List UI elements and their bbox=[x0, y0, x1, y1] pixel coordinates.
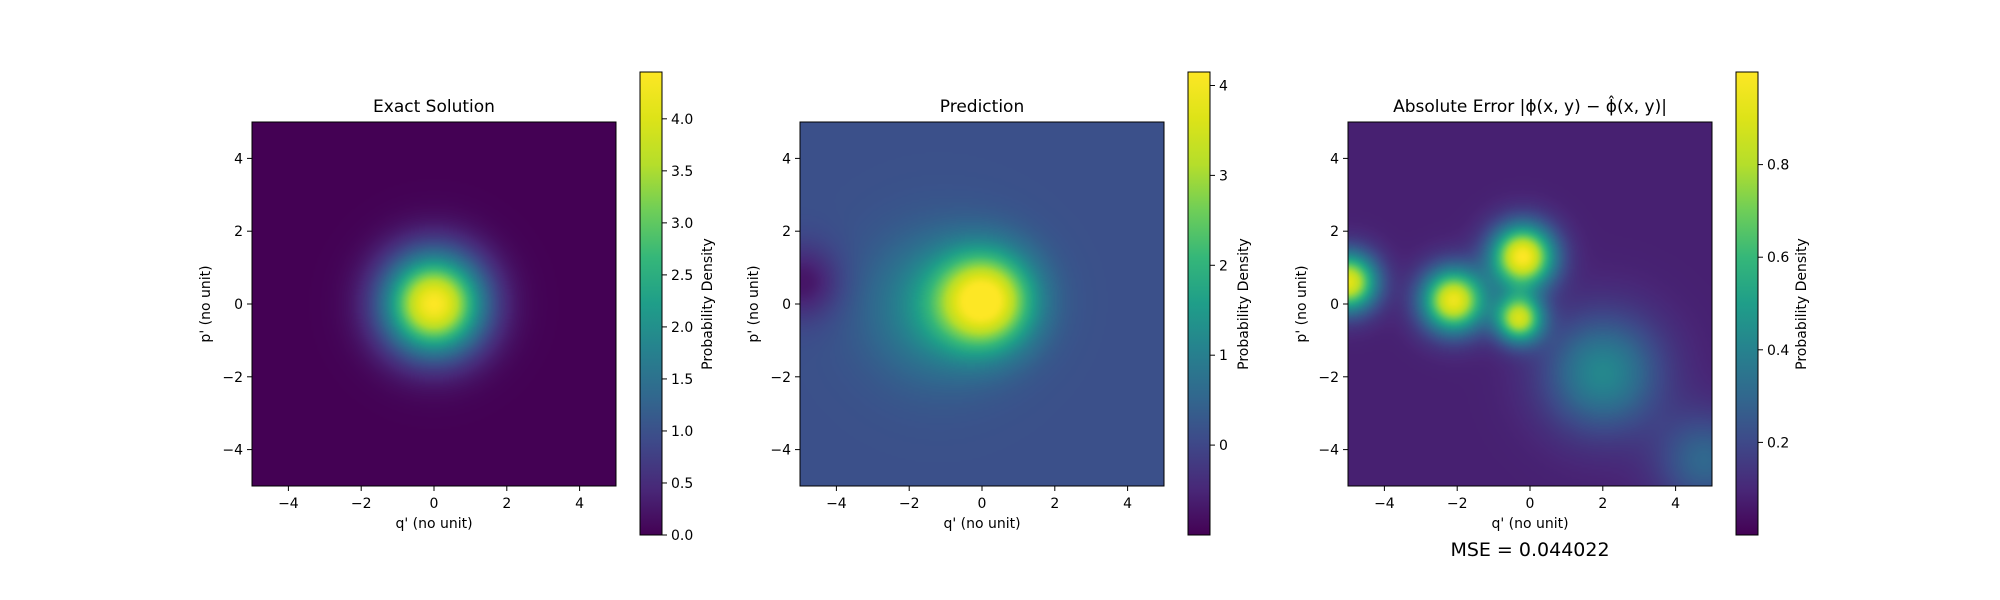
colorbar-tick-label: 0.4 bbox=[1767, 343, 1789, 359]
y-tick-label: 0 bbox=[1330, 297, 1339, 313]
y-tick-label: 0 bbox=[234, 297, 243, 313]
colorbar-tick-label: 3.0 bbox=[671, 216, 693, 232]
heatmap-canvas bbox=[800, 122, 1164, 486]
colorbar-tick-label: 0.0 bbox=[671, 528, 693, 544]
colorbar-tick-label: 1 bbox=[1219, 348, 1228, 364]
colorbar-tick-label: 0 bbox=[1219, 438, 1228, 454]
y-tick-label: 2 bbox=[1330, 224, 1339, 240]
panel-title: Exact Solution bbox=[373, 97, 495, 117]
x-tick-label: −2 bbox=[351, 496, 372, 512]
x-tick-label: −2 bbox=[1447, 496, 1468, 512]
heatmap-canvas bbox=[1348, 122, 1712, 486]
x-tick-label: 2 bbox=[1598, 496, 1607, 512]
x-tick-label: 4 bbox=[1671, 496, 1680, 512]
colorbar-tick-label: 1.0 bbox=[671, 424, 693, 440]
panel-exact-solution: Exact Solution −4 −2 0 2 4 −4 −2 0 2 4 q' (no uni… bbox=[198, 71, 716, 544]
y-tick-label: 4 bbox=[1330, 151, 1339, 167]
colorbar-tick-label: 2.5 bbox=[671, 268, 693, 284]
colorbar-tick-label: 0.6 bbox=[1767, 250, 1789, 266]
colorbar-tick-label: 4 bbox=[1219, 78, 1228, 94]
x-axis-label: q' (no unit) bbox=[395, 516, 472, 532]
axes: −4 −2 0 2 4 −4 −2 0 2 4 bbox=[222, 151, 584, 512]
x-tick-label: 2 bbox=[502, 496, 511, 512]
x-tick-label: 0 bbox=[978, 496, 987, 512]
colorbar-label: Probability Density bbox=[1236, 238, 1252, 370]
panel-title: Prediction bbox=[940, 97, 1024, 117]
y-tick-label: −4 bbox=[770, 443, 791, 459]
y-tick-label: 4 bbox=[234, 151, 243, 167]
colorbar bbox=[1735, 71, 1759, 536]
y-axis-label: p' (no unit) bbox=[1294, 265, 1310, 342]
y-tick-label: −2 bbox=[222, 370, 243, 386]
x-tick-label: −4 bbox=[826, 496, 847, 512]
y-tick-label: −2 bbox=[1318, 370, 1339, 386]
y-tick-label: 4 bbox=[782, 151, 791, 167]
y-tick-label: −4 bbox=[222, 443, 243, 459]
x-tick-label: 0 bbox=[1526, 496, 1535, 512]
x-tick-label: 0 bbox=[430, 496, 439, 512]
colorbar-tick-label: 3 bbox=[1219, 168, 1228, 184]
x-tick-label: −4 bbox=[278, 496, 299, 512]
axes: −4 −2 0 2 4 −4 −2 0 2 4 bbox=[1318, 151, 1680, 512]
x-tick-label: 2 bbox=[1050, 496, 1059, 512]
colorbar-ticks: 0 1 2 3 4 bbox=[1210, 78, 1228, 454]
y-axis-label: p' (no unit) bbox=[198, 265, 214, 342]
panel-title: Absolute Error |ϕ(x, y) − ϕ̂(x, y)| bbox=[1393, 94, 1667, 117]
x-tick-label: −4 bbox=[1374, 496, 1395, 512]
colorbar-ticks: 0.2 0.4 0.6 0.8 bbox=[1758, 158, 1789, 451]
y-tick-label: 2 bbox=[234, 224, 243, 240]
x-axis-label: q' (no unit) bbox=[1491, 516, 1568, 532]
colorbar-tick-label: 0.5 bbox=[671, 476, 693, 492]
axes: −4 −2 0 2 4 −4 −2 0 2 4 bbox=[770, 151, 1132, 512]
colorbar bbox=[639, 71, 663, 536]
x-tick-label: −2 bbox=[899, 496, 920, 512]
colorbar-label: Probability Density bbox=[700, 238, 716, 370]
colorbar-tick-label: 1.5 bbox=[671, 372, 693, 388]
x-tick-label: 4 bbox=[1123, 496, 1132, 512]
colorbar-label: Probability Density bbox=[1794, 238, 1810, 370]
heatmap-canvas bbox=[252, 122, 616, 486]
y-tick-label: 2 bbox=[782, 224, 791, 240]
x-axis-label: q' (no unit) bbox=[943, 516, 1020, 532]
colorbar-tick-label: 2.0 bbox=[671, 320, 693, 336]
y-tick-label: −2 bbox=[770, 370, 791, 386]
colorbar-tick-label: 3.5 bbox=[671, 164, 693, 180]
y-axis-label: p' (no unit) bbox=[746, 265, 762, 342]
panel-absolute-error: Absolute Error |ϕ(x, y) − ϕ̂(x, y)| −4 −2… bbox=[1294, 71, 1810, 561]
mse-annotation: MSE = 0.044022 bbox=[1450, 539, 1609, 561]
y-tick-label: −4 bbox=[1318, 443, 1339, 459]
colorbar-tick-label: 0.2 bbox=[1767, 435, 1789, 451]
colorbar-tick-label: 4.0 bbox=[671, 112, 693, 128]
colorbar-tick-label: 2 bbox=[1219, 258, 1228, 274]
y-tick-label: 0 bbox=[782, 297, 791, 313]
colorbar-tick-label: 0.8 bbox=[1767, 158, 1789, 174]
x-tick-label: 4 bbox=[575, 496, 584, 512]
panel-prediction: Prediction −4 −2 0 2 4 −4 −2 0 2 4 q' (no unit) p… bbox=[746, 71, 1252, 536]
colorbar-ticks: 0.0 0.5 1.0 1.5 2.0 2.5 3.0 3.5 4.0 bbox=[662, 112, 693, 544]
colorbar bbox=[1187, 71, 1211, 536]
